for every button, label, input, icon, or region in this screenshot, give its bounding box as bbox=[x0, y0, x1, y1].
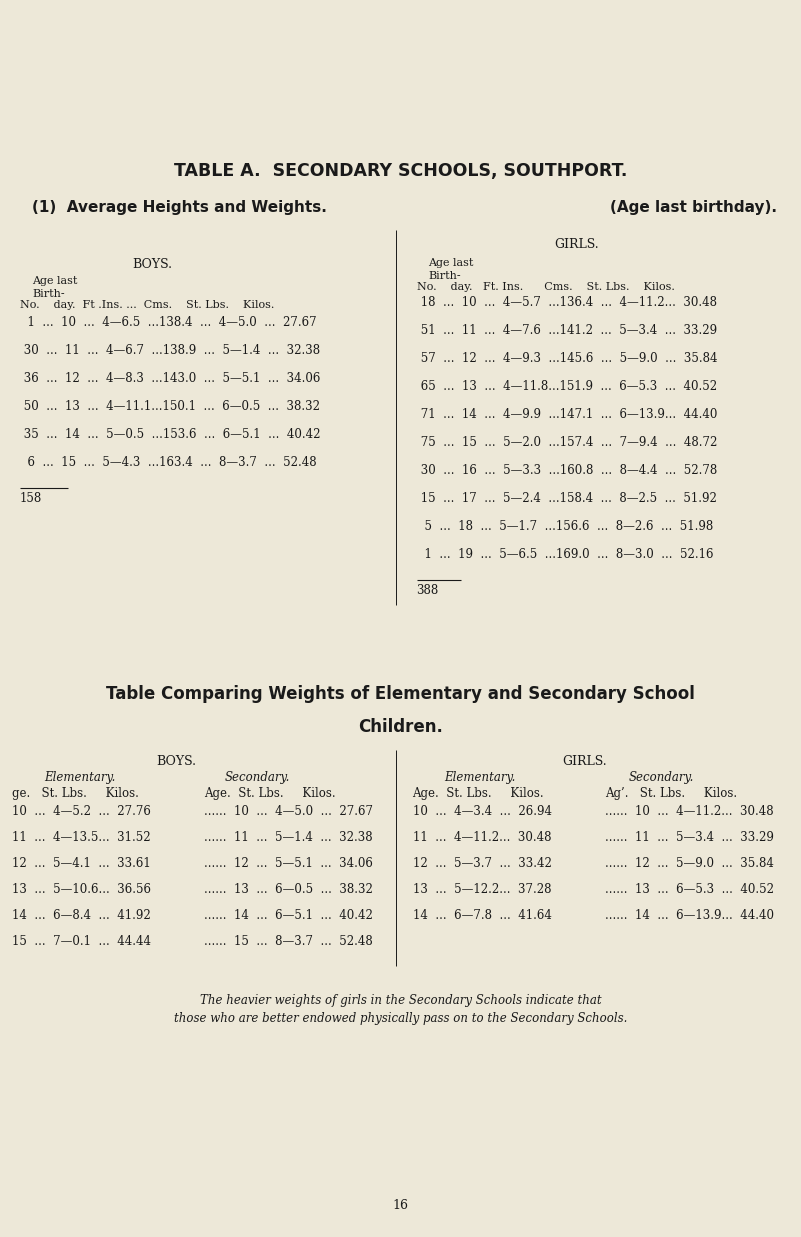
Text: ......  15  ...  8—3.7  ...  52.48: ...... 15 ... 8—3.7 ... 52.48 bbox=[204, 935, 373, 948]
Text: 11  ...  4—11.2...  30.48: 11 ... 4—11.2... 30.48 bbox=[413, 831, 551, 844]
Text: 15  ...  7—0.1  ...  44.44: 15 ... 7—0.1 ... 44.44 bbox=[12, 935, 151, 948]
Text: TABLE A.  SECONDARY SCHOOLS, SOUTHPORT.: TABLE A. SECONDARY SCHOOLS, SOUTHPORT. bbox=[174, 162, 627, 181]
Text: Ag’.   St. Lbs.     Kilos.: Ag’. St. Lbs. Kilos. bbox=[605, 787, 737, 800]
Text: 11  ...  4—13.5...  31.52: 11 ... 4—13.5... 31.52 bbox=[12, 831, 151, 844]
Text: ......  14  ...  6—13.9...  44.40: ...... 14 ... 6—13.9... 44.40 bbox=[605, 909, 774, 922]
Text: 13  ...  5—10.6...  36.56: 13 ... 5—10.6... 36.56 bbox=[12, 883, 151, 896]
Text: ......  10  ...  4—5.0  ...  27.67: ...... 10 ... 4—5.0 ... 27.67 bbox=[204, 805, 373, 818]
Text: ......  10  ...  4—11.2...  30.48: ...... 10 ... 4—11.2... 30.48 bbox=[605, 805, 774, 818]
Text: Age.  St. Lbs.     Kilos.: Age. St. Lbs. Kilos. bbox=[413, 787, 544, 800]
Text: those who are better endowed physically pass on to the Secondary Schools.: those who are better endowed physically … bbox=[174, 1012, 627, 1025]
Text: 51  ...  11  ...  4—7.6  ...141.2  ...  5—3.4  ...  33.29: 51 ... 11 ... 4—7.6 ...141.2 ... 5—3.4 .… bbox=[417, 324, 717, 336]
Text: BOYS.: BOYS. bbox=[156, 755, 196, 768]
Text: Birth-: Birth- bbox=[32, 289, 65, 299]
Text: (Age last birthday).: (Age last birthday). bbox=[610, 200, 777, 215]
Text: No.    day.  Ft .Ins. ...  Cms.    St. Lbs.    Kilos.: No. day. Ft .Ins. ... Cms. St. Lbs. Kilo… bbox=[20, 301, 275, 310]
Text: ......  11  ...  5—1.4  ...  32.38: ...... 11 ... 5—1.4 ... 32.38 bbox=[204, 831, 373, 844]
Text: ge.   St. Lbs.     Kilos.: ge. St. Lbs. Kilos. bbox=[12, 787, 139, 800]
Text: Secondary.: Secondary. bbox=[224, 771, 290, 784]
Text: Table Comparing Weights of Elementary and Secondary School: Table Comparing Weights of Elementary an… bbox=[106, 685, 695, 703]
Text: BOYS.: BOYS. bbox=[132, 259, 172, 271]
Text: Elementary.: Elementary. bbox=[44, 771, 115, 784]
Text: 65  ...  13  ...  4—11.8...151.9  ...  6—5.3  ...  40.52: 65 ... 13 ... 4—11.8...151.9 ... 6—5.3 .… bbox=[417, 380, 717, 393]
Text: ......  13  ...  6—5.3  ...  40.52: ...... 13 ... 6—5.3 ... 40.52 bbox=[605, 883, 774, 896]
Text: Birth-: Birth- bbox=[429, 271, 461, 281]
Text: 30  ...  11  ...  4—6.7  ...138.9  ...  5—1.4  ...  32.38: 30 ... 11 ... 4—6.7 ...138.9 ... 5—1.4 .… bbox=[20, 344, 320, 357]
Text: ......  14  ...  6—5.1  ...  40.42: ...... 14 ... 6—5.1 ... 40.42 bbox=[204, 909, 373, 922]
Text: 16: 16 bbox=[392, 1199, 409, 1212]
Text: 35  ...  14  ...  5—0.5  ...153.6  ...  6—5.1  ...  40.42: 35 ... 14 ... 5—0.5 ...153.6 ... 6—5.1 .… bbox=[20, 428, 320, 442]
Text: ......  12  ...  5—9.0  ...  35.84: ...... 12 ... 5—9.0 ... 35.84 bbox=[605, 857, 774, 870]
Text: No.    day.   Ft. Ins.      Cms.    St. Lbs.    Kilos.: No. day. Ft. Ins. Cms. St. Lbs. Kilos. bbox=[417, 282, 674, 292]
Text: Age.  St. Lbs.     Kilos.: Age. St. Lbs. Kilos. bbox=[204, 787, 336, 800]
Text: Elementary.: Elementary. bbox=[445, 771, 516, 784]
Text: ......  13  ...  6—0.5  ...  38.32: ...... 13 ... 6—0.5 ... 38.32 bbox=[204, 883, 373, 896]
Text: Children.: Children. bbox=[358, 717, 443, 736]
Text: 71  ...  14  ...  4—9.9  ...147.1  ...  6—13.9...  44.40: 71 ... 14 ... 4—9.9 ...147.1 ... 6—13.9.… bbox=[417, 408, 717, 421]
Text: 13  ...  5—12.2...  37.28: 13 ... 5—12.2... 37.28 bbox=[413, 883, 551, 896]
Text: 10  ...  4—5.2  ...  27.76: 10 ... 4—5.2 ... 27.76 bbox=[12, 805, 151, 818]
Text: 12  ...  5—4.1  ...  33.61: 12 ... 5—4.1 ... 33.61 bbox=[12, 857, 151, 870]
Text: 158: 158 bbox=[20, 492, 42, 505]
Text: Age last: Age last bbox=[32, 276, 78, 286]
Text: ......  12  ...  5—5.1  ...  34.06: ...... 12 ... 5—5.1 ... 34.06 bbox=[204, 857, 373, 870]
Text: 15  ...  17  ...  5—2.4  ...158.4  ...  8—2.5  ...  51.92: 15 ... 17 ... 5—2.4 ...158.4 ... 8—2.5 .… bbox=[417, 492, 716, 505]
Text: 1  ...  19  ...  5—6.5  ...169.0  ...  8—3.0  ...  52.16: 1 ... 19 ... 5—6.5 ...169.0 ... 8—3.0 ..… bbox=[417, 548, 713, 562]
Text: 12  ...  5—3.7  ...  33.42: 12 ... 5—3.7 ... 33.42 bbox=[413, 857, 551, 870]
Text: 388: 388 bbox=[417, 584, 439, 597]
Text: 14  ...  6—8.4  ...  41.92: 14 ... 6—8.4 ... 41.92 bbox=[12, 909, 151, 922]
Text: 14  ...  6—7.8  ...  41.64: 14 ... 6—7.8 ... 41.64 bbox=[413, 909, 551, 922]
Text: 1  ...  10  ...  4—6.5  ...138.4  ...  4—5.0  ...  27.67: 1 ... 10 ... 4—6.5 ...138.4 ... 4—5.0 ..… bbox=[20, 315, 316, 329]
Text: ......  11  ...  5—3.4  ...  33.29: ...... 11 ... 5—3.4 ... 33.29 bbox=[605, 831, 774, 844]
Text: 57  ...  12  ...  4—9.3  ...145.6  ...  5—9.0  ...  35.84: 57 ... 12 ... 4—9.3 ...145.6 ... 5—9.0 .… bbox=[417, 353, 717, 365]
Text: GIRLS.: GIRLS. bbox=[562, 755, 607, 768]
Text: 30  ...  16  ...  5—3.3  ...160.8  ...  8—4.4  ...  52.78: 30 ... 16 ... 5—3.3 ...160.8 ... 8—4.4 .… bbox=[417, 464, 717, 477]
Text: 50  ...  13  ...  4—11.1...150.1  ...  6—0.5  ...  38.32: 50 ... 13 ... 4—11.1...150.1 ... 6—0.5 .… bbox=[20, 400, 320, 413]
Text: 6  ...  15  ...  5—4.3  ...163.4  ...  8—3.7  ...  52.48: 6 ... 15 ... 5—4.3 ...163.4 ... 8—3.7 ..… bbox=[20, 456, 316, 469]
Text: The heavier weights of girls in the Secondary Schools indicate that: The heavier weights of girls in the Seco… bbox=[199, 995, 602, 1007]
Text: GIRLS.: GIRLS. bbox=[554, 238, 599, 251]
Text: 18  ...  10  ...  4—5.7  ...136.4  ...  4—11.2...  30.48: 18 ... 10 ... 4—5.7 ...136.4 ... 4—11.2.… bbox=[417, 296, 717, 309]
Text: 36  ...  12  ...  4—8.3  ...143.0  ...  5—5.1  ...  34.06: 36 ... 12 ... 4—8.3 ...143.0 ... 5—5.1 .… bbox=[20, 372, 320, 385]
Text: 10  ...  4—3.4  ...  26.94: 10 ... 4—3.4 ... 26.94 bbox=[413, 805, 552, 818]
Text: 5  ...  18  ...  5—1.7  ...156.6  ...  8—2.6  ...  51.98: 5 ... 18 ... 5—1.7 ...156.6 ... 8—2.6 ..… bbox=[417, 520, 713, 533]
Text: Age last: Age last bbox=[429, 259, 474, 268]
Text: Secondary.: Secondary. bbox=[629, 771, 694, 784]
Text: 75  ...  15  ...  5—2.0  ...157.4  ...  7—9.4  ...  48.72: 75 ... 15 ... 5—2.0 ...157.4 ... 7—9.4 .… bbox=[417, 435, 717, 449]
Text: (1)  Average Heights and Weights.: (1) Average Heights and Weights. bbox=[32, 200, 327, 215]
